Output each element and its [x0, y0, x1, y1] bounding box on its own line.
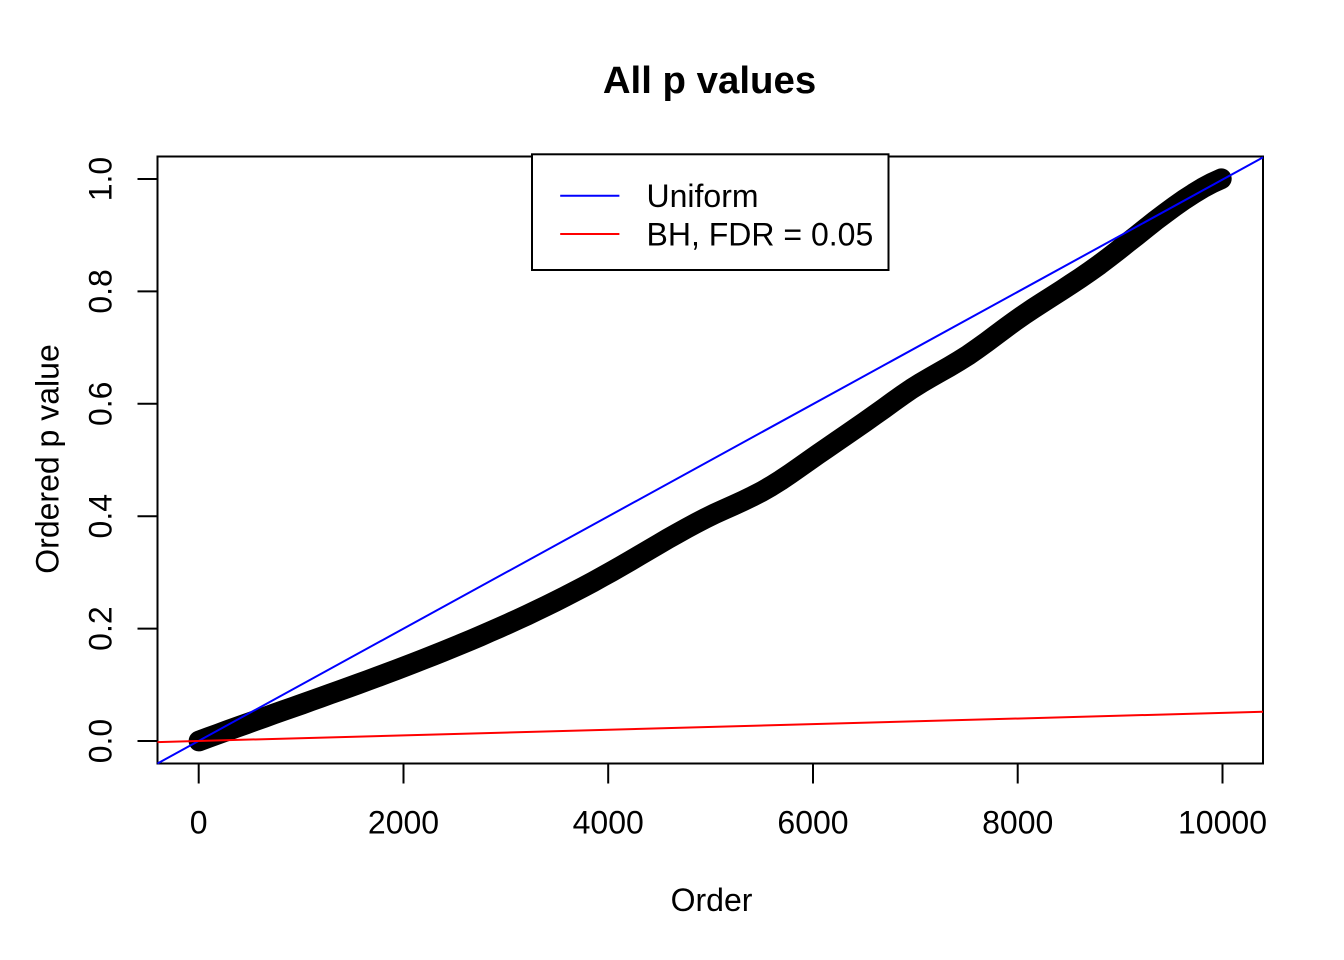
svg-text:0.2: 0.2 — [82, 606, 118, 650]
svg-text:0.4: 0.4 — [82, 494, 118, 538]
svg-text:All p values: All p values — [603, 59, 816, 102]
svg-text:1.0: 1.0 — [82, 157, 118, 201]
svg-text:BH, FDR = 0.05: BH, FDR = 0.05 — [647, 216, 874, 252]
svg-text:0: 0 — [190, 805, 208, 841]
svg-text:2000: 2000 — [368, 805, 439, 841]
svg-text:Order: Order — [671, 882, 753, 918]
svg-text:Ordered p value: Ordered p value — [29, 344, 65, 573]
svg-text:Uniform: Uniform — [647, 178, 759, 214]
svg-text:6000: 6000 — [777, 805, 848, 841]
svg-text:0.8: 0.8 — [82, 269, 118, 313]
svg-text:0.0: 0.0 — [82, 719, 118, 763]
svg-text:10000: 10000 — [1178, 805, 1267, 841]
svg-text:4000: 4000 — [573, 805, 644, 841]
svg-text:8000: 8000 — [982, 805, 1053, 841]
svg-text:0.6: 0.6 — [82, 382, 118, 426]
